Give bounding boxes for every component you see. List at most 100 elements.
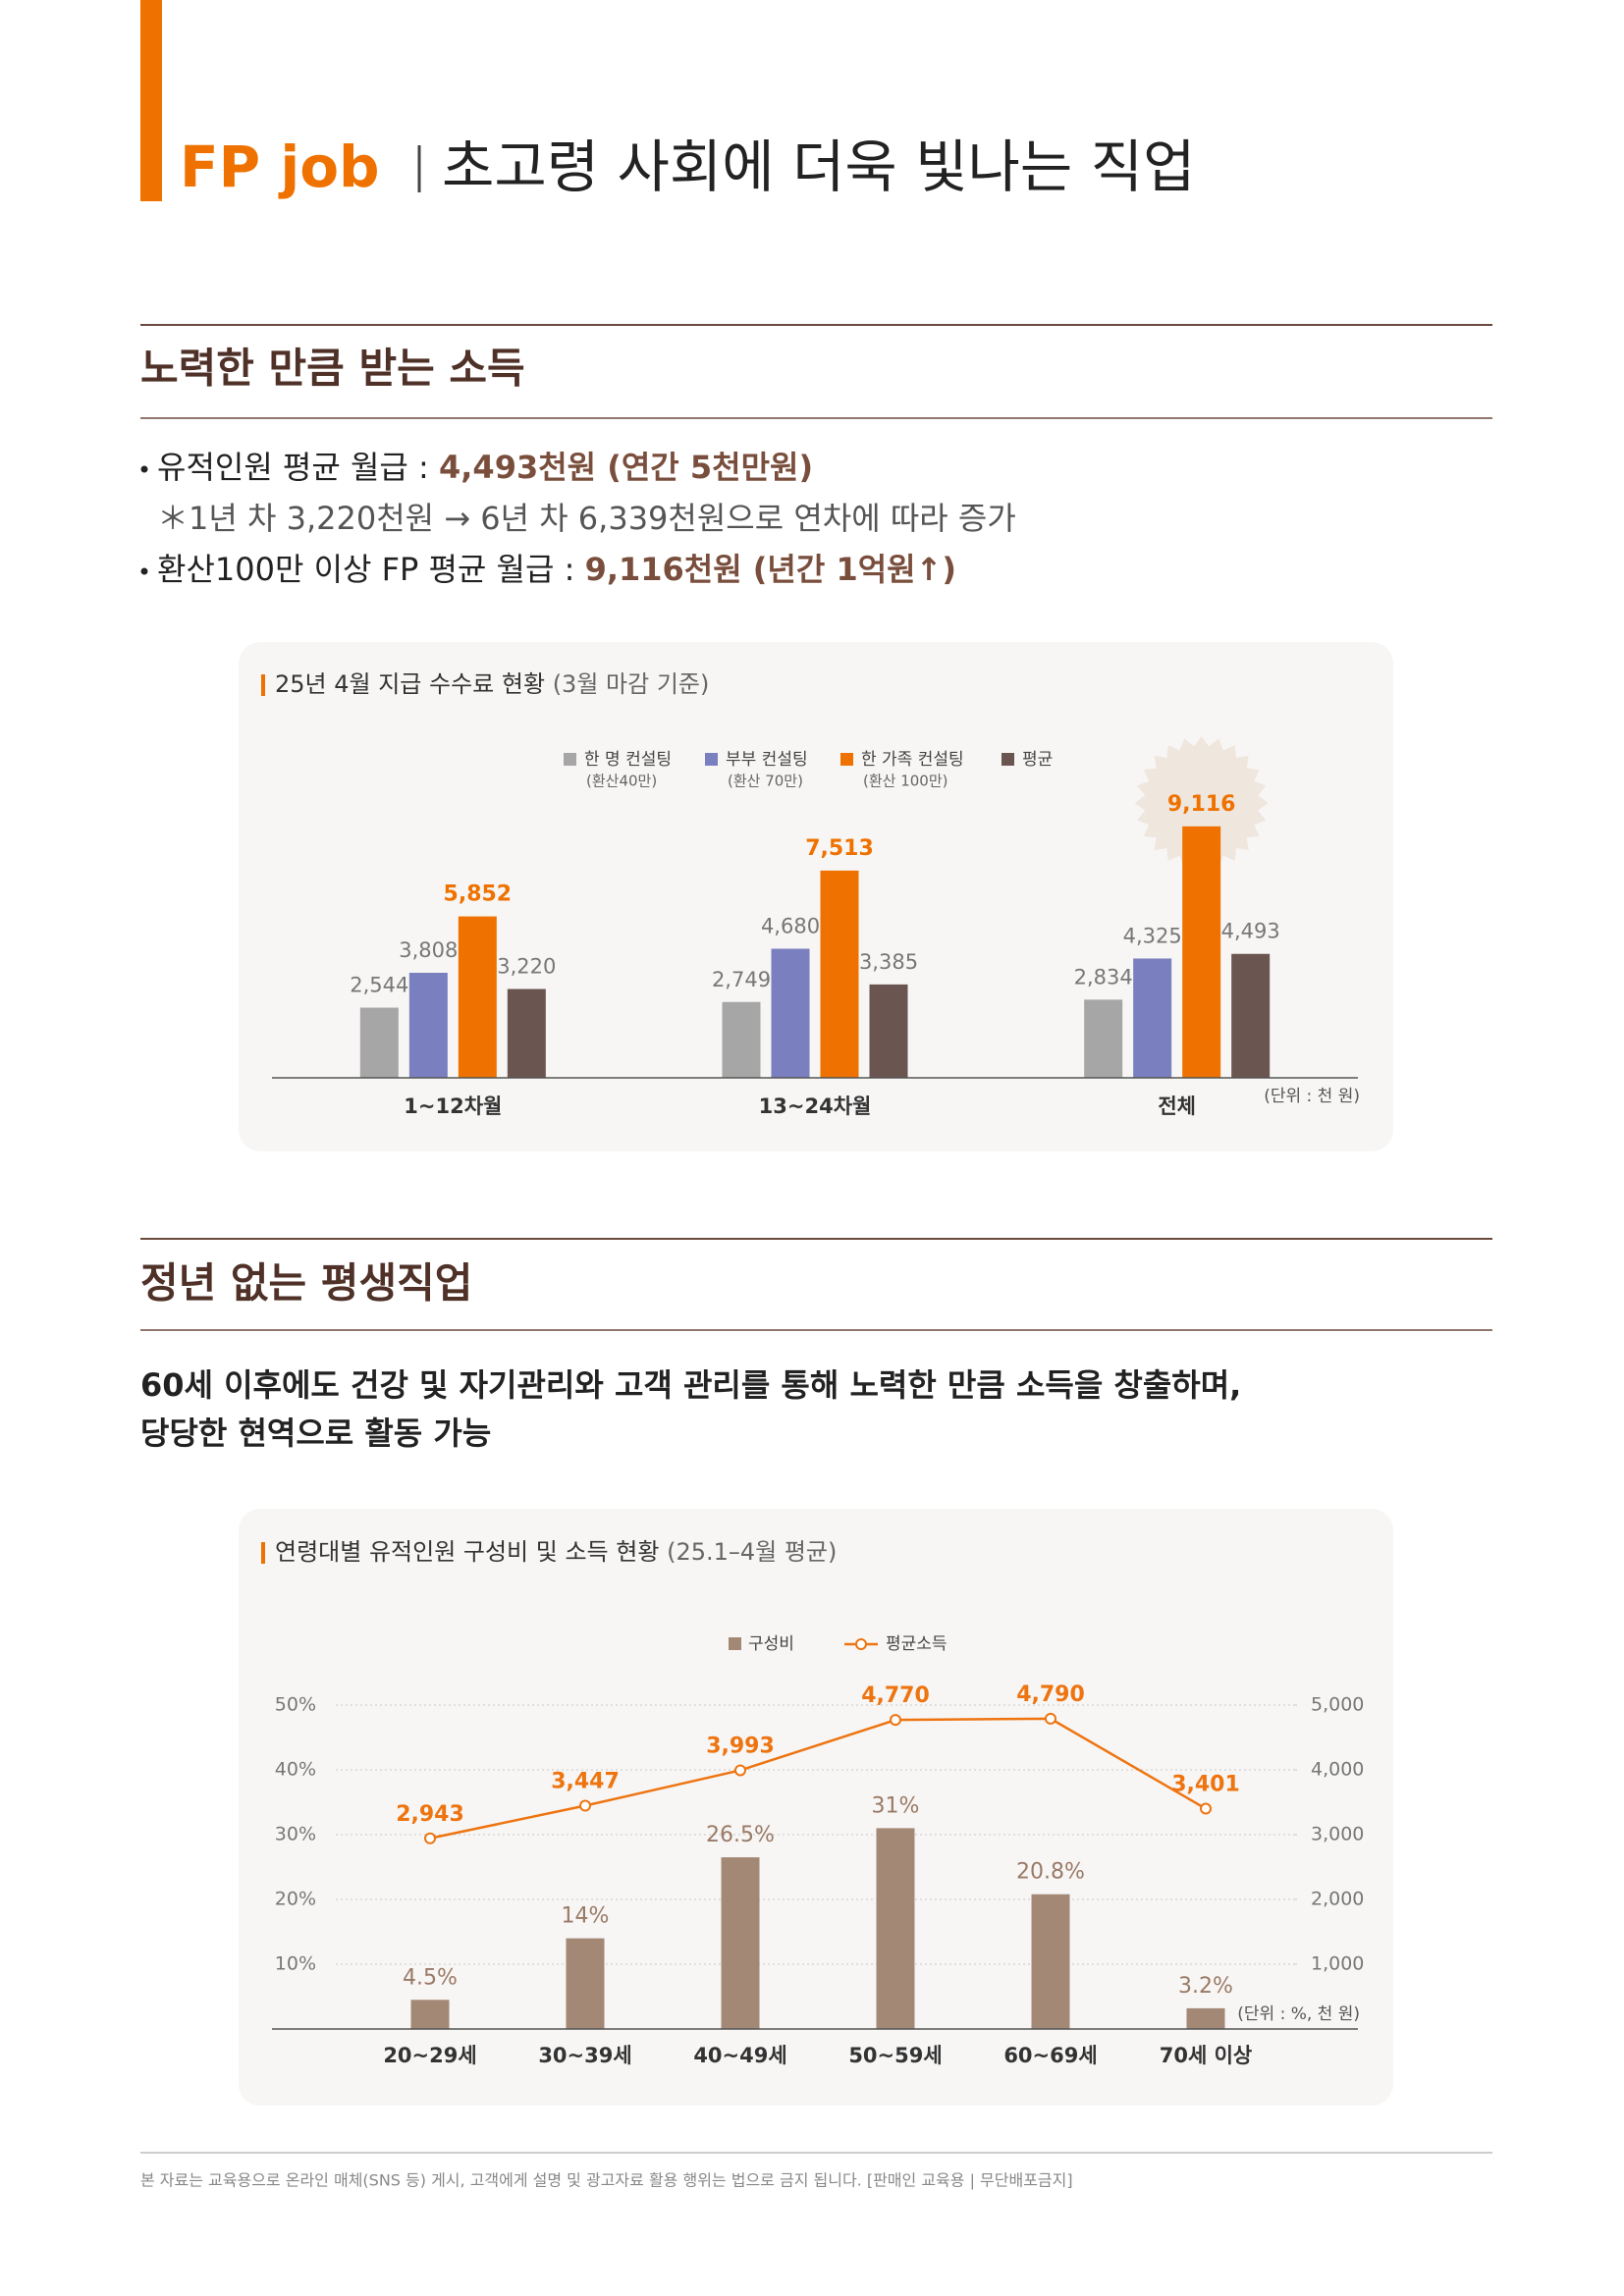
value-label: 4,325 <box>1123 924 1182 947</box>
chart-panel <box>239 1509 1393 2106</box>
bullet <box>140 465 148 473</box>
x-tick-label: 20~29세 <box>383 2044 476 2067</box>
value-label: 26.5% <box>706 1823 775 1847</box>
value-label: 3,447 <box>551 1769 620 1793</box>
bar <box>359 1007 399 1078</box>
bar <box>408 972 448 1078</box>
value-label: 2,943 <box>396 1802 464 1827</box>
y2-tick-label: 3,000 <box>1311 1824 1364 1845</box>
y2-tick-label: 4,000 <box>1311 1759 1364 1781</box>
line-marker <box>1045 1712 1056 1725</box>
legend-swatch <box>564 753 576 766</box>
text: 환산100만 이상 FP 평균 월급 : <box>157 551 585 588</box>
legend-swatch <box>705 753 718 766</box>
value-label: 4,770 <box>861 1683 930 1708</box>
bar <box>410 2000 450 2029</box>
value-label: 4,680 <box>761 914 820 937</box>
subtitle: (25.1–4월 평균) <box>667 1538 837 1566</box>
value-label: 3,808 <box>399 938 458 962</box>
bar <box>869 984 908 1078</box>
chart-1: 한 명 컨설팅 (환산40만) 부부 컨설팅 (환산 70만) 한 가족 컨설팅 (환산 … <box>272 736 1358 1118</box>
value-label: 3,220 <box>497 955 556 979</box>
y-tick-label: 20% <box>275 1889 316 1910</box>
value-label: 4.5% <box>403 1965 458 1990</box>
note-text: ＊1년 차 3,220천원 → 6년 차 6,339천원으로 연차에 따라 증가 <box>157 500 1016 537</box>
bar <box>1084 999 1123 1078</box>
highlight-burst <box>1134 736 1269 870</box>
title-accent <box>261 674 265 696</box>
highlight: 4,493천원 (연간 5천만원) <box>439 449 813 486</box>
title: 25년 4월 지급 수수료 현황 <box>275 670 545 698</box>
x-tick-label: 1~12차월 <box>404 1095 502 1118</box>
highlight: 9,116천원 (년간 1억원↑) <box>585 551 956 588</box>
legend-note: (환산 100만) <box>863 773 948 790</box>
value-label: 31% <box>872 1793 920 1818</box>
x-tick-label: 70세 이상 <box>1160 2044 1253 2067</box>
bar <box>820 870 859 1078</box>
title-accent <box>261 1542 265 1564</box>
value-label: 4,790 <box>1016 1682 1085 1707</box>
legend-swatch <box>840 753 853 766</box>
value-label: 2,834 <box>1074 965 1133 988</box>
x-tick-label: 전체 <box>1158 1095 1196 1118</box>
paragraph-line: 당당한 현역으로 활동 가능 <box>140 1415 491 1452</box>
bar <box>722 1001 761 1078</box>
y2-tick-label: 1,000 <box>1311 1953 1364 1975</box>
bar <box>1133 958 1172 1078</box>
line-marker <box>424 1832 436 1844</box>
legend-note: (환산40만) <box>586 773 657 790</box>
legend-label: 구성비 <box>748 1634 794 1654</box>
value-label: 2,749 <box>712 968 771 991</box>
value-label: 9,116 <box>1167 792 1236 817</box>
line-marker <box>734 1764 746 1777</box>
bar <box>721 1857 760 2029</box>
value-label: 3,993 <box>706 1734 775 1758</box>
legend-label: 평균소득 <box>886 1634 947 1654</box>
legend-marker <box>855 1638 867 1650</box>
line-marker <box>579 1799 591 1812</box>
value-label: 20.8% <box>1016 1860 1085 1885</box>
value-label: 3,401 <box>1171 1773 1240 1797</box>
bar <box>458 916 497 1078</box>
chart-title: 연령대별 유적인원 구성비 및 소득 현황 (25.1–4월 평균) <box>275 1538 837 1566</box>
y-tick-label: 10% <box>275 1953 316 1975</box>
legend-swatch <box>1001 753 1014 766</box>
legend-label: 한 명 컨설팅 <box>584 750 672 770</box>
subtitle: (3월 마감 기준) <box>553 670 710 698</box>
line-marker <box>1200 1802 1212 1815</box>
section-heading: 정년 없는 평생직업 <box>140 1259 472 1308</box>
value-label: 4,493 <box>1221 920 1280 943</box>
legend-label: 부부 컨설팅 <box>726 750 808 770</box>
line-marker <box>890 1714 901 1727</box>
value-label: 7,513 <box>805 836 874 861</box>
value-label: 3.2% <box>1178 1974 1233 1999</box>
title: 연령대별 유적인원 구성비 및 소득 현황 <box>275 1538 659 1566</box>
x-tick-label: 40~49세 <box>693 2044 786 2067</box>
bar <box>771 948 810 1078</box>
value-label: 14% <box>562 1904 610 1929</box>
value-label: 2,544 <box>350 974 408 997</box>
y-tick-label: 50% <box>275 1694 316 1716</box>
y-tick-label: 30% <box>275 1824 316 1845</box>
bullet-text: 환산100만 이상 FP 평균 월급 : 9,116천원 (년간 1억원↑) <box>157 551 956 588</box>
text: 유적인원 평균 월급 : <box>157 449 439 486</box>
chart-2: 10% 20% 30% 40% 50% 1,000 2,000 3,000 4,000 5,000… <box>272 1634 1364 2067</box>
bar <box>507 988 546 1078</box>
bullet-text: 유적인원 평균 월급 : 4,493천원 (연간 5천만원) <box>157 449 813 486</box>
y-tick-label: 40% <box>275 1759 316 1781</box>
x-tick-label: 30~39세 <box>538 2044 631 2067</box>
y2-tick-label: 5,000 <box>1311 1694 1364 1716</box>
bar <box>1182 826 1221 1078</box>
brand: FP job <box>180 133 380 200</box>
unit-label: (단위 : 천 원) <box>1264 1087 1360 1106</box>
bar <box>1186 2007 1225 2029</box>
section-heading: 노력한 만큼 받는 소득 <box>140 345 525 393</box>
bar <box>566 1938 605 2029</box>
value-label: 5,852 <box>444 882 513 907</box>
bar <box>876 1828 915 2029</box>
header-accent <box>140 0 162 201</box>
value-label: 3,385 <box>859 950 918 974</box>
x-tick-label: 50~59세 <box>848 2044 942 2067</box>
